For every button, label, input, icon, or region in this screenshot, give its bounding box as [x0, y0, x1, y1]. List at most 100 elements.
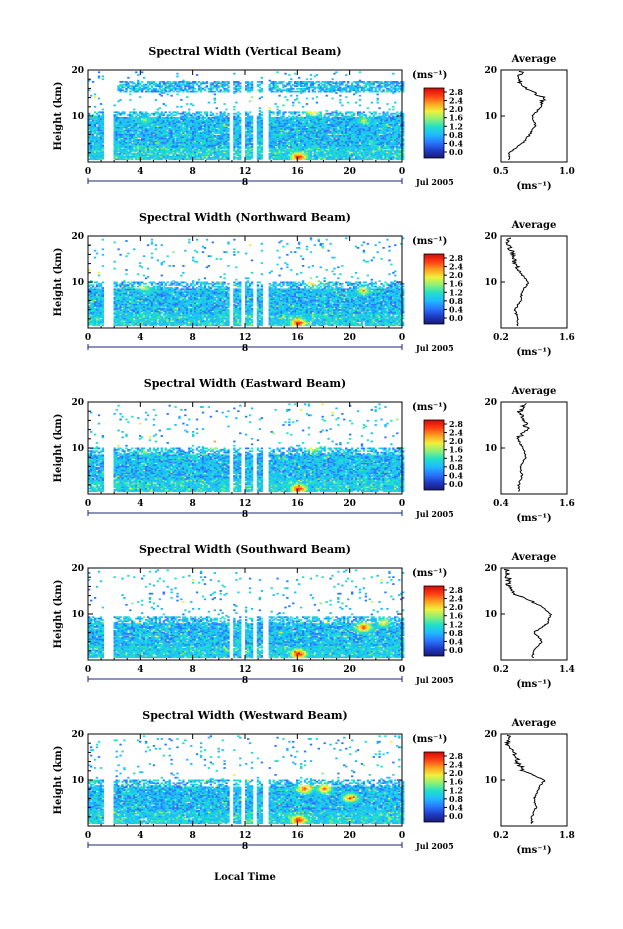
- heatmap-cell: [188, 111, 190, 113]
- heatmap-cell: [341, 113, 343, 115]
- heatmap-cell: [359, 99, 361, 101]
- panel-title: Spectral Width (Vertical Beam): [148, 45, 341, 58]
- heatmap-cell: [298, 111, 300, 113]
- heatmap-cell: [206, 81, 208, 83]
- panels: Spectral Width (Vertical Beam) Height (km…: [53, 45, 575, 856]
- heatmap-cell: [261, 111, 263, 113]
- heatmap-cell: [339, 95, 341, 97]
- heatmap-cell: [347, 81, 349, 83]
- heatmap-cell: [159, 107, 161, 109]
- heatmap-cell: [316, 74, 318, 76]
- heatmap-cell: [141, 81, 143, 83]
- heatmap-cell: [347, 102, 349, 104]
- heatmap-cell: [306, 103, 308, 105]
- heatmap-cell: [261, 88, 263, 90]
- heatmap-cell: [223, 103, 225, 105]
- heatmap-cell: [227, 85, 229, 87]
- heatmap-cell: [345, 96, 347, 98]
- heatmap-cell: [251, 81, 253, 83]
- heatmap-cell: [100, 103, 102, 105]
- heatmap-cell: [296, 95, 298, 97]
- heatmap-cell: [227, 134, 229, 136]
- heatmap-cell: [367, 107, 369, 109]
- heatmap-cell: [114, 105, 116, 107]
- heatmap-cell: [312, 98, 314, 100]
- heatmap-cell: [365, 114, 367, 116]
- heatmap-cell: [292, 105, 294, 107]
- heatmap-cell: [343, 81, 345, 83]
- spectral-width-figure: Spectral Width (Vertical Beam) Height (km…: [0, 0, 623, 929]
- heatmap-cell: [129, 99, 131, 101]
- heatmap-cell: [227, 81, 229, 83]
- heatmap-cell: [239, 146, 241, 148]
- heatmap-cell: [137, 80, 139, 82]
- heatmap-cell: [133, 109, 135, 111]
- heatmap-cell: [214, 102, 216, 104]
- heatmap-cell: [314, 91, 316, 93]
- heatmap-cell: [278, 110, 280, 112]
- heatmap-cell: [239, 113, 241, 115]
- heatmap-cell: [227, 117, 229, 119]
- heatmap-cell: [102, 109, 104, 111]
- heatmap-cell: [326, 110, 328, 112]
- heatmap-cell: [261, 154, 263, 156]
- heatmap-cell: [137, 74, 139, 76]
- heatmap-cell: [335, 110, 337, 112]
- heatmap-cells: [88, 71, 404, 160]
- heatmap-cell: [292, 88, 294, 90]
- heatmap-cell: [331, 98, 333, 100]
- heatmap-cell: [310, 78, 312, 80]
- heatmap-cell: [335, 92, 337, 94]
- heatmap-cell: [216, 113, 218, 115]
- heatmap-cell: [170, 95, 172, 97]
- heatmap-cell: [345, 74, 347, 76]
- heatmap-cell: [284, 111, 286, 113]
- heatmap-cell: [167, 94, 169, 96]
- heatmap-cell: [119, 99, 121, 101]
- heatmap-cell: [298, 102, 300, 104]
- heatmap-cell: [326, 95, 328, 97]
- heatmap-cell: [94, 106, 96, 108]
- heatmap-cell: [276, 106, 278, 108]
- y-axis-label: Height (km): [53, 82, 64, 151]
- heatmap-cell: [123, 111, 125, 113]
- heatmap-cell: [251, 96, 253, 98]
- heatmap-cell: [316, 102, 318, 104]
- heatmap-cell: [94, 96, 96, 98]
- heatmap-cell: [278, 95, 280, 97]
- heatmap-cell: [359, 95, 361, 97]
- heatmap-cell: [196, 74, 198, 76]
- heatmap-cell: [290, 95, 292, 97]
- heatmap-cell: [261, 117, 263, 119]
- heatmap-cell: [180, 99, 182, 101]
- heatmap-cell: [227, 89, 229, 91]
- heatmap-cell: [261, 77, 263, 79]
- heatmap-cell: [235, 102, 237, 104]
- heatmap-cell: [127, 77, 129, 79]
- heatmap-cell: [296, 98, 298, 100]
- heatmap-cell: [192, 105, 194, 107]
- heatmap-cell: [339, 99, 341, 101]
- heatmap-cell: [194, 88, 196, 90]
- heatmap-cell: [225, 109, 227, 111]
- heatmap-cell: [212, 113, 214, 115]
- heatmap-cell: [98, 71, 100, 73]
- heatmap-cell: [359, 71, 361, 73]
- heatmap-cell: [186, 96, 188, 98]
- heatmap-cell: [331, 78, 333, 80]
- heatmap-cell: [284, 96, 286, 98]
- heatmap-cell: [98, 98, 100, 100]
- heatmap-cell: [282, 105, 284, 107]
- heatmap-cell: [261, 96, 263, 98]
- heatmap-cell: [227, 142, 229, 144]
- heatmap-cell: [251, 143, 253, 145]
- heatmap-cell: [135, 71, 137, 73]
- heatmap-cell: [233, 109, 235, 111]
- heatmap-cell: [92, 81, 94, 83]
- heatmap-cell: [286, 99, 288, 101]
- heatmap-cell: [186, 103, 188, 105]
- heatmap-cell: [165, 105, 167, 107]
- heatmap-cell: [269, 107, 271, 109]
- heatmap-cell: [208, 102, 210, 104]
- heatmap-cell: [294, 73, 296, 75]
